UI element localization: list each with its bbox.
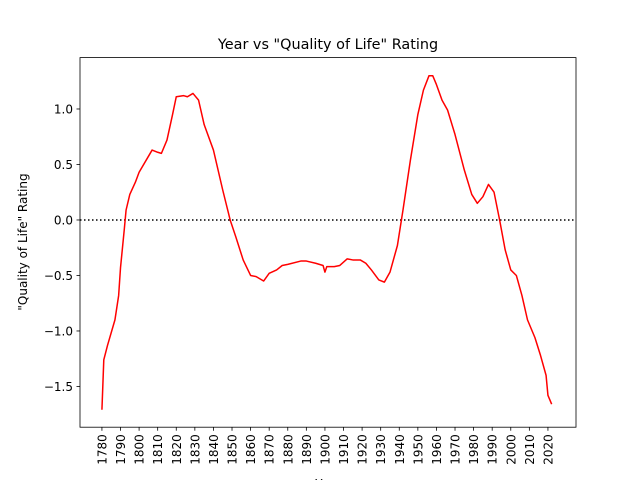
x-tick-label: 1810 bbox=[151, 434, 165, 465]
x-tick-label: 1860 bbox=[244, 434, 258, 465]
x-tick-label: 1910 bbox=[337, 434, 351, 465]
x-tick-label: 2010 bbox=[523, 434, 537, 465]
x-tick-label: 1820 bbox=[170, 434, 184, 465]
x-tick-label: 1940 bbox=[393, 434, 407, 465]
x-tick-label: 1930 bbox=[374, 434, 388, 465]
y-tick-label: −1.5 bbox=[44, 380, 73, 394]
x-tick-label: 1870 bbox=[263, 434, 277, 465]
x-tick-label: 1800 bbox=[133, 434, 147, 465]
x-tick-label: 2020 bbox=[541, 434, 555, 465]
x-tick-label: 1920 bbox=[356, 434, 370, 465]
x-tick-label: 1830 bbox=[188, 434, 202, 465]
x-axis-label: Year bbox=[314, 477, 340, 480]
chart-title: Year vs "Quality of Life" Rating bbox=[217, 37, 438, 53]
x-tick-label: 1980 bbox=[467, 434, 481, 465]
x-tick-label: 1840 bbox=[207, 434, 221, 465]
y-axis-label: "Quality of Life" Rating bbox=[16, 173, 30, 310]
x-tick-label: 1960 bbox=[430, 434, 444, 465]
y-tick-label: −1.0 bbox=[44, 324, 73, 338]
x-tick-label: 1890 bbox=[300, 434, 314, 465]
x-tick-label: 1780 bbox=[95, 434, 109, 465]
y-tick-label: −0.5 bbox=[44, 269, 73, 283]
x-tick-label: 1990 bbox=[486, 434, 500, 465]
x-tick-label: 1900 bbox=[318, 434, 332, 465]
y-tick-label: 1.0 bbox=[54, 102, 73, 116]
x-tick-label: 1850 bbox=[226, 434, 240, 465]
x-tick-label: 1880 bbox=[281, 434, 295, 465]
x-tick-label: 1950 bbox=[411, 434, 425, 465]
y-tick-label: 0.0 bbox=[54, 213, 73, 227]
data-line bbox=[101, 74, 553, 410]
x-tick-label: 1790 bbox=[114, 434, 128, 465]
x-tick-label: 2000 bbox=[504, 434, 518, 465]
y-tick-label: 0.5 bbox=[54, 158, 73, 172]
plot-frame bbox=[79, 57, 577, 428]
x-tick-label: 1970 bbox=[449, 434, 463, 465]
